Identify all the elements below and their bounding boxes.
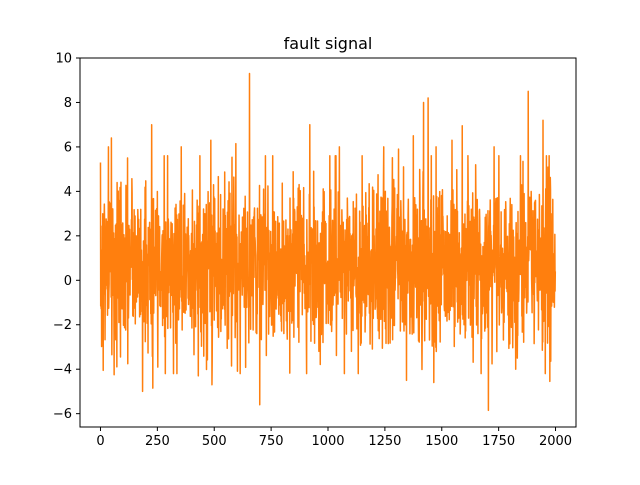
- x-tick-label: 1000: [311, 434, 344, 449]
- axes: 0 250 500 750 1000 1250 1500 1750 2000 −6 −4 −2 0 2 4 6…: [53, 52, 577, 449]
- y-tick-label: 4: [64, 185, 72, 200]
- y-tick-label: 0: [64, 274, 72, 289]
- y-tick-label: 6: [64, 140, 72, 155]
- y-tick-label: −2: [53, 318, 72, 333]
- x-tick-label: 1500: [425, 434, 458, 449]
- plot-area: [99, 72, 557, 412]
- y-tick-label: −6: [53, 407, 72, 422]
- x-tick-label: 500: [202, 434, 227, 449]
- x-tick-label: 0: [96, 434, 104, 449]
- chart-title: fault signal: [284, 34, 373, 53]
- x-tick-label: 1750: [482, 434, 515, 449]
- y-tick-label: −4: [53, 363, 72, 378]
- y-tick-label: 10: [55, 52, 72, 67]
- x-tick-label: 750: [259, 434, 284, 449]
- y-tick-label: 2: [64, 229, 72, 244]
- x-tick-label: 1250: [368, 434, 401, 449]
- x-tick-label: 2000: [539, 434, 572, 449]
- x-tick-label: 250: [145, 434, 170, 449]
- series-line-0: [99, 72, 557, 412]
- y-tick-label: 8: [64, 96, 72, 111]
